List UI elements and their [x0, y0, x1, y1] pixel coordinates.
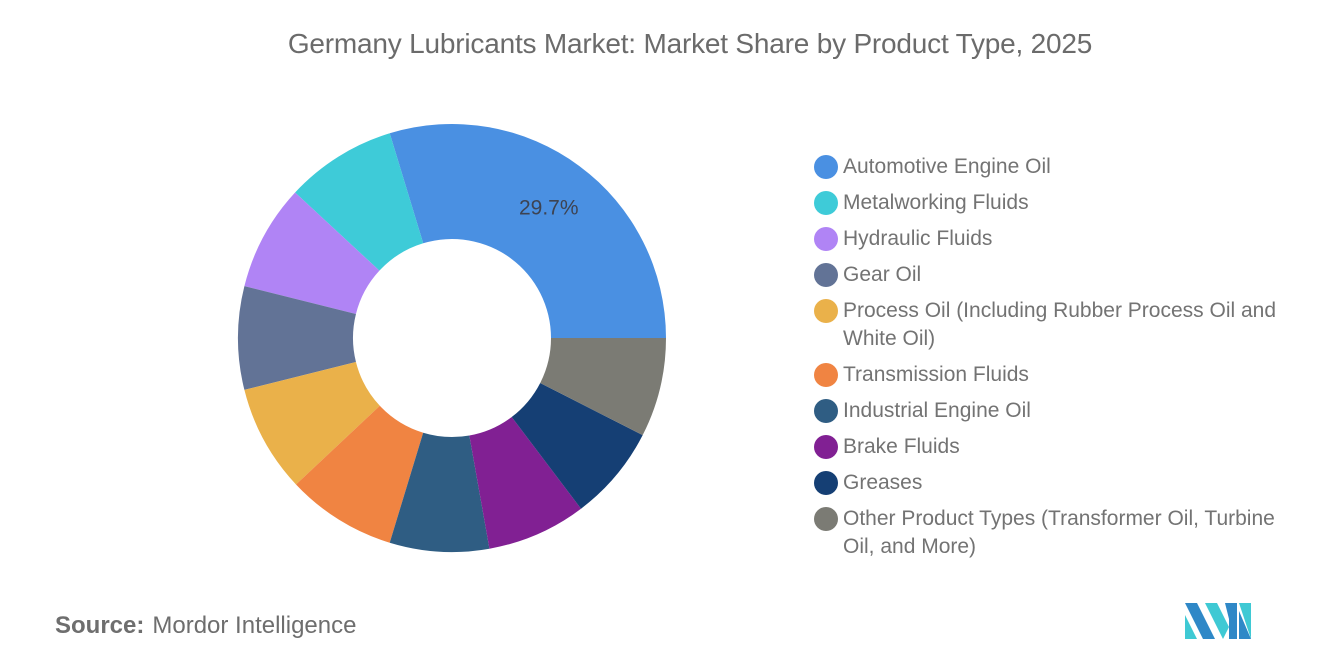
- legend-swatch-icon: [814, 191, 838, 215]
- legend-label: Other Product Types (Transformer Oil, Tu…: [843, 507, 1275, 558]
- source-label: Source:: [55, 612, 145, 639]
- legend-label: Gear Oil: [843, 263, 922, 286]
- donut-slice-gear-oil: [238, 286, 356, 390]
- legend-label: Hydraulic Fluids: [843, 227, 993, 250]
- legend-item: Automotive Engine Oil: [814, 153, 1284, 181]
- mordor-intelligence-logo-icon: [1185, 603, 1251, 639]
- legend-item: Industrial Engine Oil: [814, 397, 1284, 425]
- legend-label: Automotive Engine Oil: [843, 155, 1051, 178]
- legend-label: Industrial Engine Oil: [843, 399, 1031, 422]
- donut-slice-other-product-types-transformer-oil-turbine-oil-and-more: [540, 338, 666, 436]
- source-note: Source: Mordor Intelligence: [55, 612, 356, 640]
- donut-slice-hydraulic-fluids: [244, 192, 380, 314]
- legend-swatch-icon: [814, 363, 838, 387]
- legend-item: Brake Fluids: [814, 433, 1284, 461]
- legend-label: Transmission Fluids: [843, 363, 1029, 386]
- legend-swatch-icon: [814, 155, 838, 179]
- donut-slice-industrial-engine-oil: [389, 432, 490, 552]
- legend-item: Greases: [814, 469, 1284, 497]
- legend-swatch-icon: [814, 507, 838, 531]
- donut-chart: 29.7%: [238, 124, 666, 552]
- data-label-automotive-engine-oil: 29.7%: [519, 196, 579, 219]
- legend-label: Metalworking Fluids: [843, 191, 1029, 214]
- legend-item: Transmission Fluids: [814, 361, 1284, 389]
- legend-swatch-icon: [814, 227, 838, 251]
- chart-legend: Automotive Engine Oil Metalworking Fluids…: [814, 153, 1284, 569]
- source-value: Mordor Intelligence: [152, 612, 357, 639]
- legend-item: Process Oil (Including Rubber Process Oi…: [814, 297, 1284, 353]
- legend-swatch-icon: [814, 435, 838, 459]
- legend-label: Process Oil (Including Rubber Process Oi…: [843, 299, 1277, 350]
- legend-swatch-icon: [814, 399, 838, 423]
- donut-slice-process-oil-including-rubber-process-oil-and-white-oil: [244, 362, 380, 485]
- legend-swatch-icon: [814, 299, 838, 323]
- legend-item: Hydraulic Fluids: [814, 225, 1284, 253]
- legend-item: Gear Oil: [814, 261, 1284, 289]
- legend-item: Other Product Types (Transformer Oil, Tu…: [814, 505, 1284, 561]
- donut-slice-brake-fluids: [469, 416, 582, 549]
- chart-title: Germany Lubricants Market: Market Share …: [287, 28, 1093, 59]
- donut-slice-greases: [511, 382, 643, 509]
- donut-slice-automotive-engine-oil: [389, 124, 666, 338]
- legend-label: Greases: [843, 471, 923, 494]
- donut-slice-metalworking-fluids: [295, 133, 424, 271]
- legend-swatch-icon: [814, 263, 838, 287]
- legend-swatch-icon: [814, 471, 838, 495]
- donut-slice-transmission-fluids: [296, 405, 424, 543]
- legend-label: Brake Fluids: [843, 435, 960, 458]
- legend-item: Metalworking Fluids: [814, 189, 1284, 217]
